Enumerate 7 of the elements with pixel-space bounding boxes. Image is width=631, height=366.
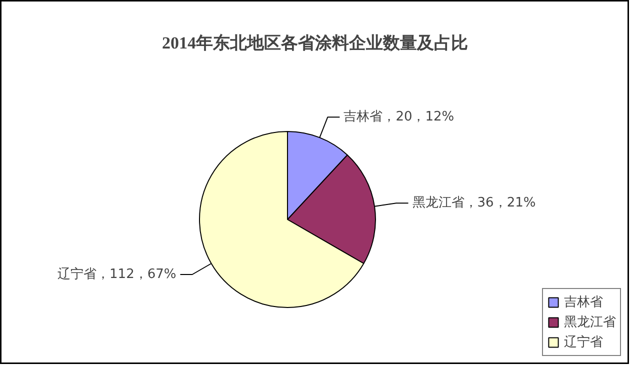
legend-label: 辽宁省 <box>564 334 603 351</box>
data-label: 吉林省，20，12% <box>344 110 454 125</box>
data-label: 黑龙江省，36，21% <box>412 196 536 211</box>
legend-label: 吉林省 <box>564 294 603 311</box>
data-label: 辽宁省，112，67% <box>58 266 176 282</box>
legend-label: 黑龙江省 <box>564 314 616 331</box>
chart-title: 2014年东北地区各省涂料企业数量及占比 <box>162 34 468 52</box>
